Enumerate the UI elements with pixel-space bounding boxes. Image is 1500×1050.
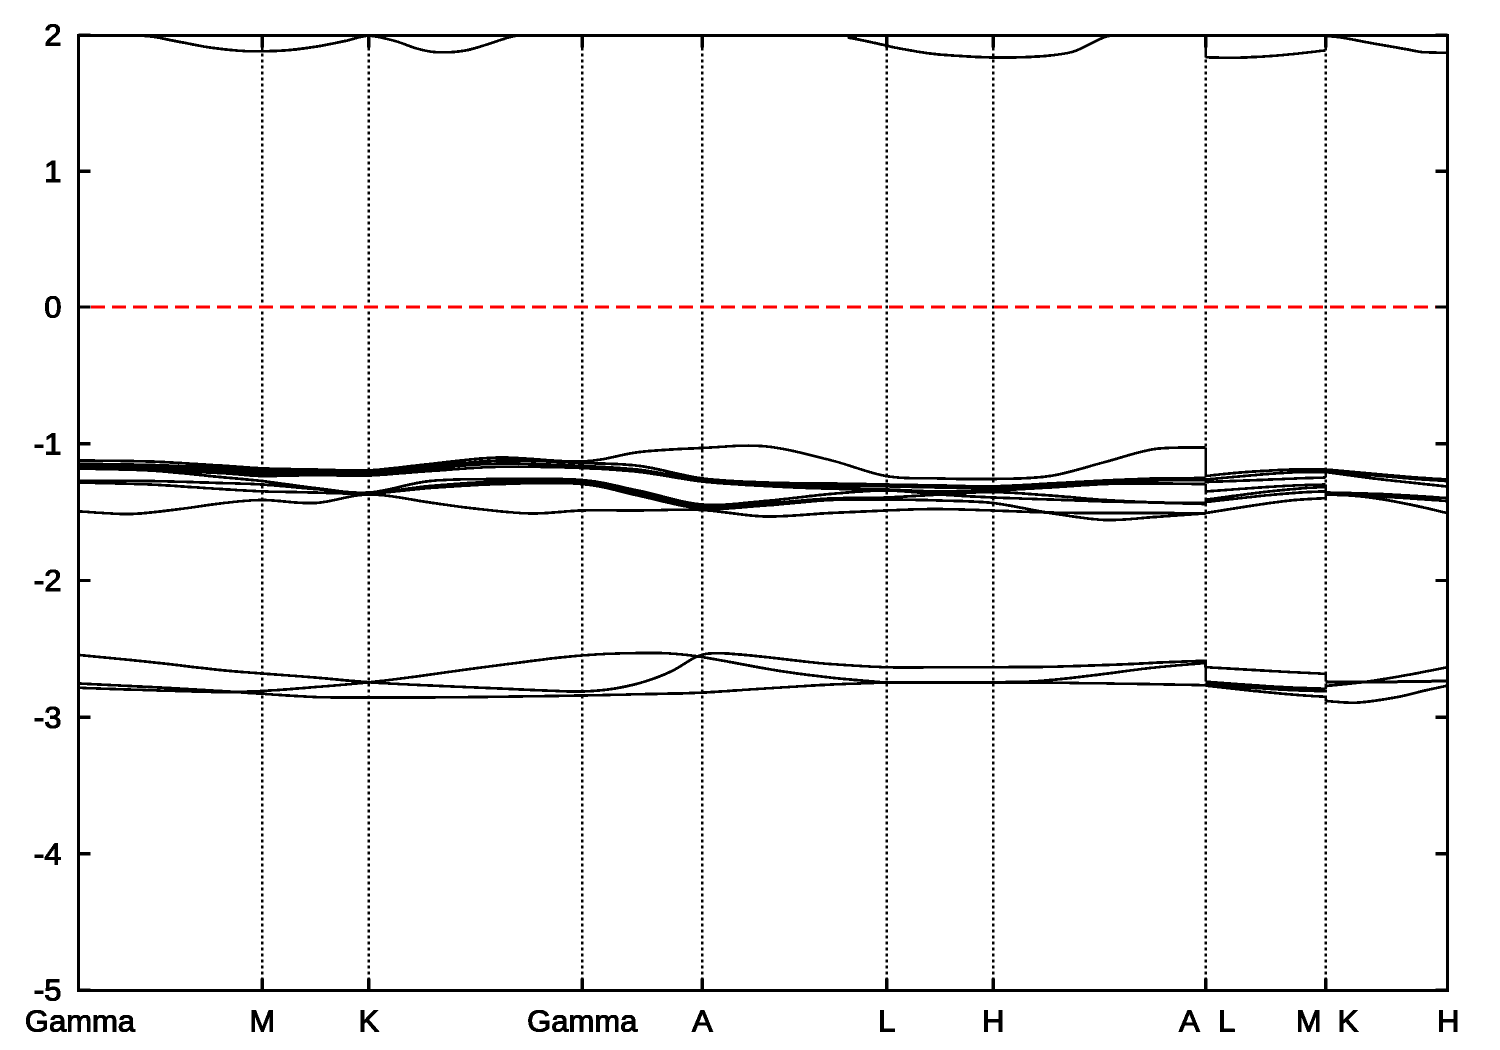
svg-text:-1: -1 bbox=[34, 427, 62, 462]
svg-text:L: L bbox=[1218, 1004, 1235, 1039]
svg-text:A: A bbox=[692, 1004, 713, 1039]
svg-text:-2: -2 bbox=[34, 563, 62, 598]
svg-text:-3: -3 bbox=[34, 700, 62, 735]
svg-text:2: 2 bbox=[44, 18, 61, 53]
svg-text:K: K bbox=[1338, 1004, 1359, 1039]
svg-text:-4: -4 bbox=[34, 837, 62, 872]
svg-text:Gamma: Gamma bbox=[527, 1004, 638, 1039]
svg-text:1: 1 bbox=[44, 154, 61, 189]
svg-text:A: A bbox=[1179, 1004, 1200, 1039]
svg-text:0: 0 bbox=[44, 290, 61, 325]
svg-text:H: H bbox=[1437, 1004, 1459, 1039]
svg-text:-5: -5 bbox=[34, 973, 62, 1008]
svg-text:L: L bbox=[878, 1004, 895, 1039]
svg-text:H: H bbox=[982, 1004, 1004, 1039]
svg-text:K: K bbox=[358, 1004, 379, 1039]
svg-text:M: M bbox=[249, 1004, 275, 1039]
svg-text:Gamma: Gamma bbox=[25, 1004, 136, 1039]
svg-text:M: M bbox=[1296, 1004, 1322, 1039]
